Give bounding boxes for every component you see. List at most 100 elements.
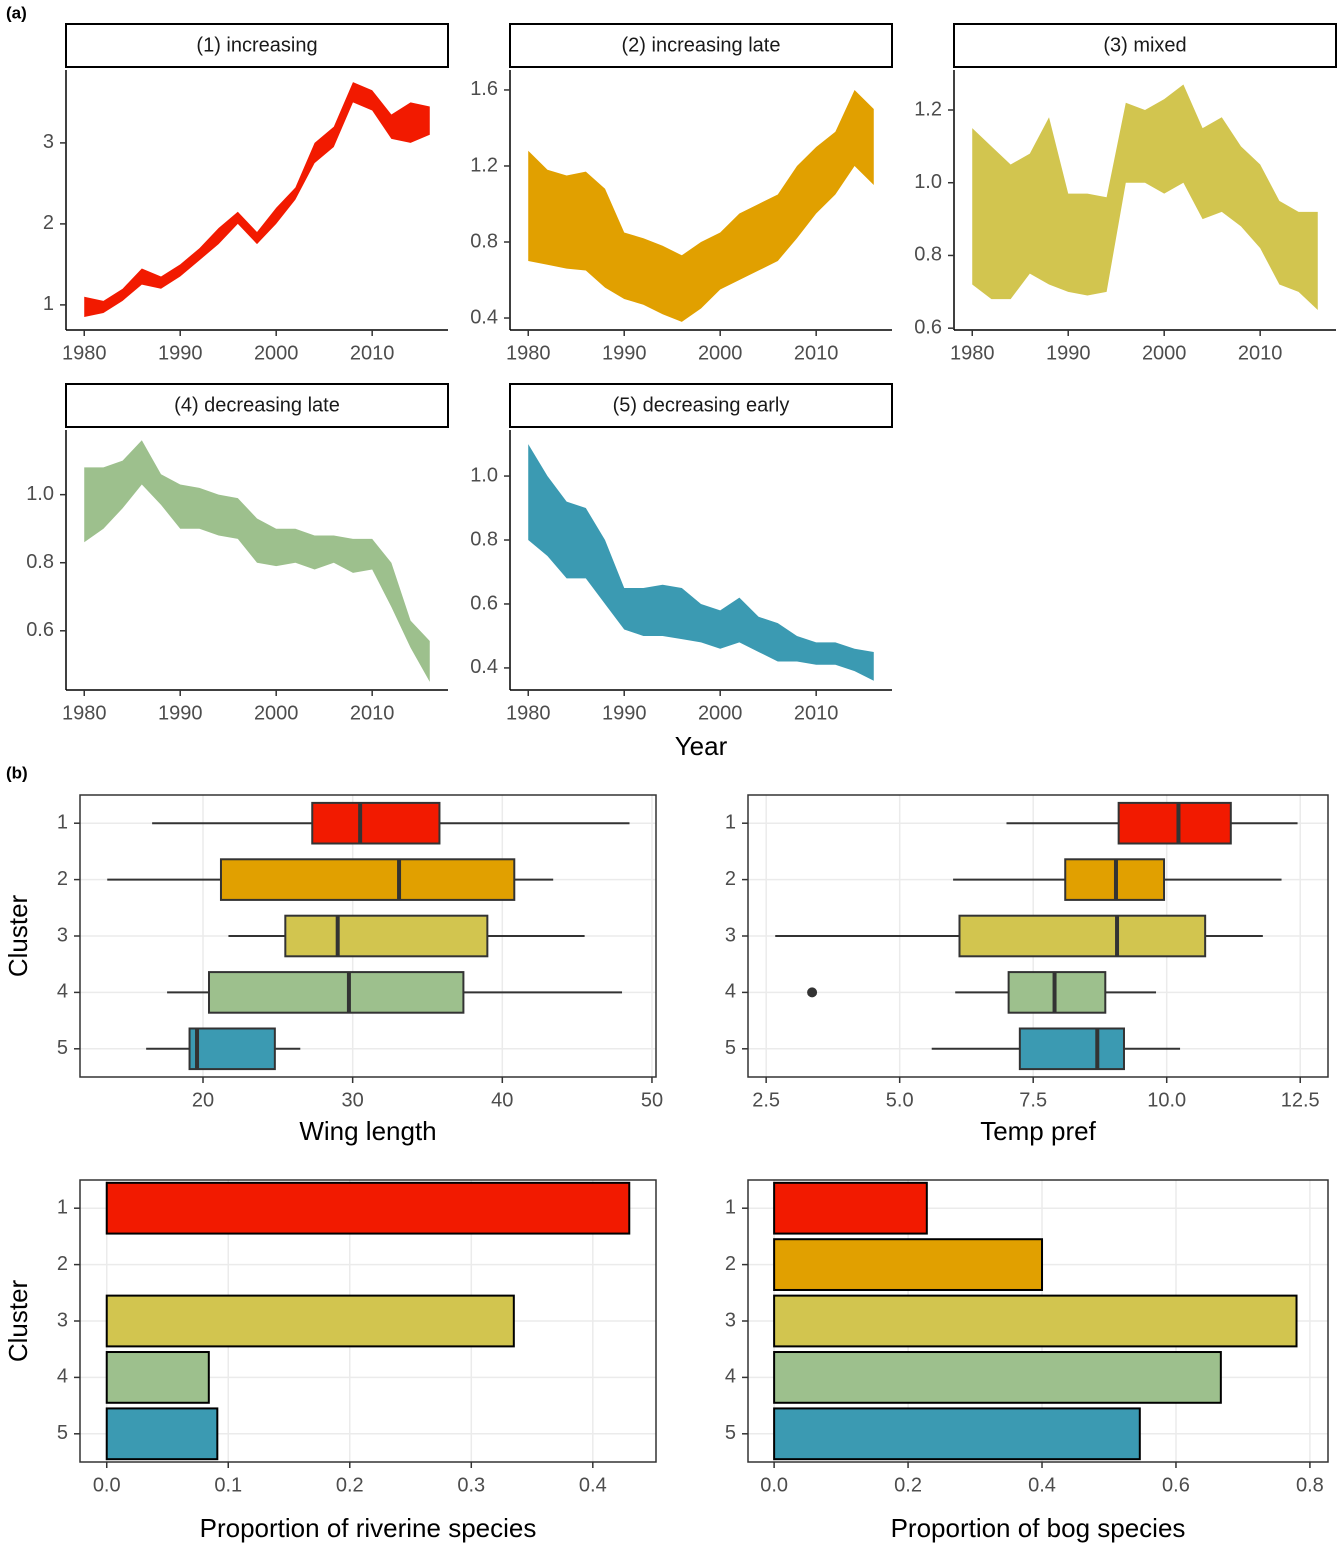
x-tick-label: 1980 — [950, 342, 995, 364]
y-tick-label: 0.4 — [470, 656, 498, 678]
x-tick-label: 1980 — [506, 342, 551, 364]
x-tick-label: 7.5 — [1019, 1089, 1047, 1111]
panel-border — [79, 794, 657, 1078]
panel-border — [747, 1179, 1329, 1463]
strip-title: (5) decreasing early — [613, 394, 790, 416]
y-tick-label: 5 — [725, 1422, 736, 1444]
y-tick-label: 4 — [725, 1366, 736, 1388]
y-tick-label: 1.2 — [470, 154, 498, 176]
bar — [773, 1407, 1141, 1461]
x-tick-label: 2010 — [350, 342, 395, 364]
y-tick-label: 1 — [725, 1196, 736, 1218]
outlier — [807, 987, 818, 998]
x-tick-label: 1980 — [62, 702, 107, 724]
bar — [105, 1407, 219, 1461]
y-tick-label: 1.0 — [26, 483, 54, 505]
x-tick-label: 2000 — [698, 702, 743, 724]
x-tick-label: 1990 — [602, 342, 647, 364]
y-tick-label: 4 — [57, 981, 68, 1003]
panel-border — [79, 1179, 657, 1463]
x-tick-label: 0.4 — [1028, 1474, 1056, 1496]
x-axis-title: Proportion of riverine species — [200, 1513, 537, 1543]
y-tick-label: 3 — [43, 131, 54, 153]
x-tick-label: 2000 — [254, 702, 299, 724]
box — [958, 914, 1207, 958]
x-tick-label: 0.0 — [93, 1474, 121, 1496]
bar — [773, 1238, 1044, 1291]
ribbon — [84, 440, 430, 682]
box — [311, 801, 441, 845]
box — [1018, 1027, 1125, 1071]
box — [207, 971, 465, 1014]
strip-title: (3) mixed — [1103, 34, 1186, 56]
x-tick-label: 0.6 — [1162, 1474, 1190, 1496]
bar — [105, 1294, 515, 1348]
ribbon — [528, 89, 874, 322]
x-tick-label: 0.4 — [579, 1474, 607, 1496]
x-axis-title: Temp pref — [980, 1116, 1096, 1146]
x-tick-label: 0.2 — [894, 1474, 922, 1496]
x-axis-title: Year — [675, 731, 728, 761]
y-tick-label: 1 — [57, 1196, 68, 1218]
ribbon — [528, 444, 874, 681]
y-tick-label: 1.2 — [914, 98, 942, 120]
box — [219, 858, 516, 901]
y-tick-label: 4 — [725, 981, 736, 1003]
y-tick-label: 0.6 — [470, 592, 498, 614]
y-tick-label: 3 — [57, 1309, 68, 1331]
y-tick-label: 0.6 — [26, 619, 54, 641]
y-tick-label: 2 — [57, 868, 68, 890]
y-tick-label: 2 — [57, 1253, 68, 1275]
y-tick-label: 1.0 — [914, 171, 942, 193]
y-tick-label: 2 — [725, 868, 736, 890]
x-tick-label: 0.0 — [760, 1474, 788, 1496]
strip — [509, 23, 893, 68]
y-tick-label: 3 — [725, 1309, 736, 1331]
ribbon — [84, 82, 430, 318]
strip-title: (2) increasing late — [622, 34, 781, 56]
x-tick-label: 40 — [491, 1089, 513, 1111]
x-tick-label: 30 — [342, 1089, 364, 1111]
y-tick-label: 2 — [725, 1253, 736, 1275]
bar — [773, 1181, 928, 1235]
x-tick-label: 1990 — [1046, 342, 1091, 364]
y-tick-label: 0.8 — [914, 244, 942, 266]
ribbon — [972, 84, 1318, 310]
x-tick-label: 2010 — [794, 342, 839, 364]
strip-title: (1) increasing — [196, 34, 317, 56]
x-tick-label: 1990 — [158, 342, 203, 364]
x-tick-label: 12.5 — [1281, 1089, 1320, 1111]
x-tick-label: 50 — [641, 1089, 663, 1111]
x-tick-label: 1980 — [506, 702, 551, 724]
y-tick-label: 4 — [57, 1366, 68, 1388]
y-axis-title: Cluster — [3, 894, 33, 977]
y-tick-label: 5 — [57, 1422, 68, 1444]
y-axis-title: Cluster — [3, 1279, 33, 1362]
x-tick-label: 2000 — [1142, 342, 1187, 364]
box — [188, 1027, 276, 1071]
x-tick-label: 2010 — [794, 702, 839, 724]
bar — [773, 1294, 1298, 1348]
y-tick-label: 5 — [57, 1037, 68, 1059]
x-tick-label: 2000 — [254, 342, 299, 364]
panel-border — [747, 794, 1329, 1078]
y-tick-label: 3 — [725, 924, 736, 946]
y-tick-label: 0.4 — [470, 306, 498, 328]
y-tick-label: 5 — [725, 1037, 736, 1059]
y-tick-label: 1 — [725, 811, 736, 833]
bar — [105, 1181, 631, 1235]
x-tick-label: 1980 — [62, 342, 107, 364]
x-tick-label: 1990 — [158, 702, 203, 724]
box — [284, 914, 489, 958]
strip — [65, 383, 449, 428]
x-axis-title: Proportion of bog species — [891, 1513, 1186, 1543]
y-tick-label: 1 — [57, 811, 68, 833]
x-tick-label: 2010 — [350, 702, 395, 724]
y-tick-label: 0.8 — [470, 528, 498, 550]
strip — [509, 383, 893, 428]
y-tick-label: 0.6 — [914, 316, 942, 338]
y-tick-label: 3 — [57, 924, 68, 946]
y-tick-label: 1.6 — [470, 78, 498, 100]
panel-label: (b) — [6, 763, 28, 782]
